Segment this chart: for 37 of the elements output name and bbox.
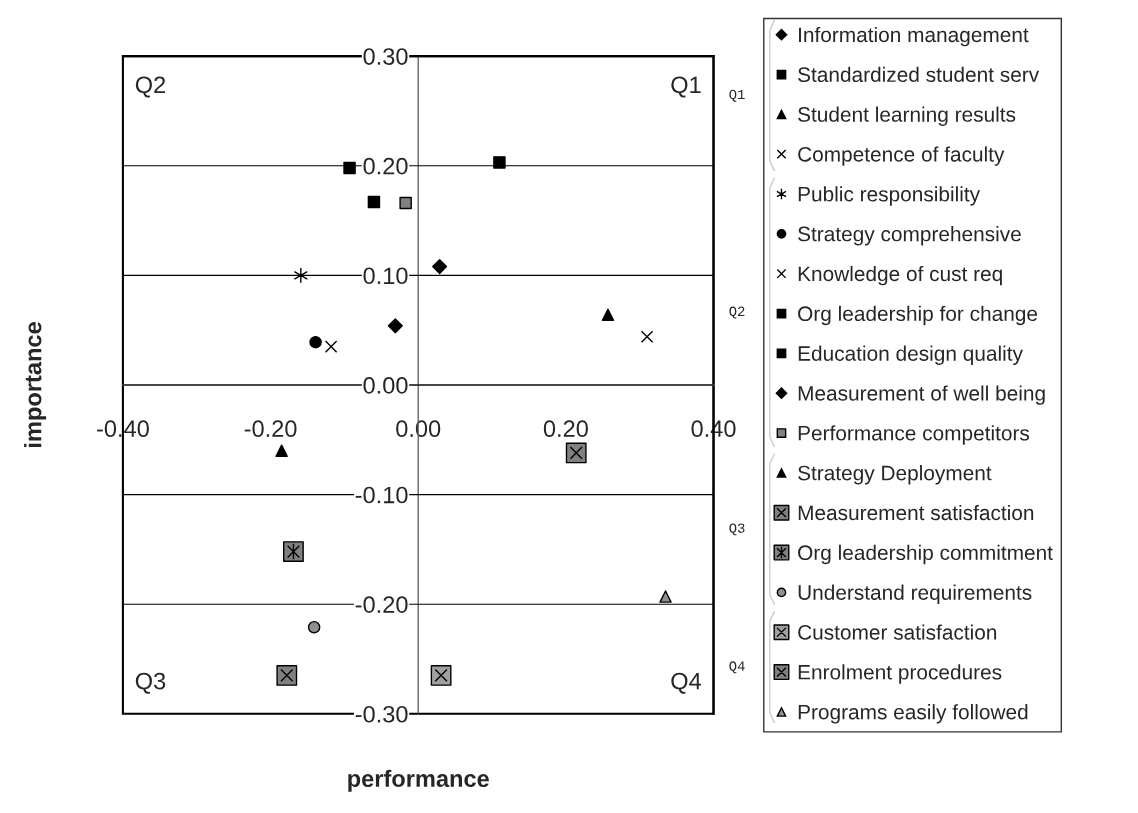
legend-label: Competence of faculty	[798, 146, 1005, 166]
legend-label: Measurement satisfaction	[798, 504, 1034, 521]
legend-label: Knowledge of cust req	[798, 265, 1002, 286]
legend-label: Understand requirements	[798, 584, 1032, 605]
text: Q3	[729, 523, 745, 536]
y-tick-label: -0.30	[355, 705, 408, 723]
y-tick-label: 0.10	[363, 267, 408, 285]
legend-label: Measurement of well being	[798, 385, 1045, 405]
annotation: Q1	[671, 76, 701, 98]
x-tick-label: -0.20	[244, 420, 297, 438]
x-axis-title: performance	[348, 769, 489, 792]
y-tick-label: -0.10	[355, 486, 408, 504]
legend-label: Education design quality	[798, 345, 1023, 365]
y-tick-label: 0.00	[363, 377, 408, 394]
annotation: Q4	[671, 672, 702, 694]
legend-label: Enrolment procedures	[798, 664, 1002, 684]
y-tick-label: 0.30	[363, 48, 408, 65]
legend-label: Information management	[799, 26, 1029, 47]
legend-label: Student learning results	[798, 106, 1016, 126]
legend-label: Standardized student serv	[798, 66, 1040, 83]
text: Q2	[729, 306, 745, 319]
annotation: Q2	[135, 76, 166, 98]
y-tick-label: 0.20	[363, 157, 408, 175]
x-tick-label: 0.20	[543, 420, 588, 438]
annotation: Q3	[135, 672, 166, 694]
legend-label: Strategy comprehensive	[798, 226, 1021, 246]
legend-label: Customer satisfaction	[798, 624, 997, 640]
y-tick-label: -0.20	[355, 596, 408, 613]
text: Q4	[729, 661, 745, 674]
legend-label: Performance competitors	[798, 425, 1030, 445]
legend-label: Strategy Deployment	[798, 465, 992, 485]
legend-label: Programs easily followed	[798, 704, 1028, 724]
legend-label: Org leadership commitment	[798, 544, 1053, 565]
y-axis-title: importance	[24, 322, 47, 447]
text: Q1	[729, 89, 745, 102]
legend-label: Public responsibility	[798, 186, 981, 206]
legend-label: Org leadership for change	[798, 305, 1038, 326]
